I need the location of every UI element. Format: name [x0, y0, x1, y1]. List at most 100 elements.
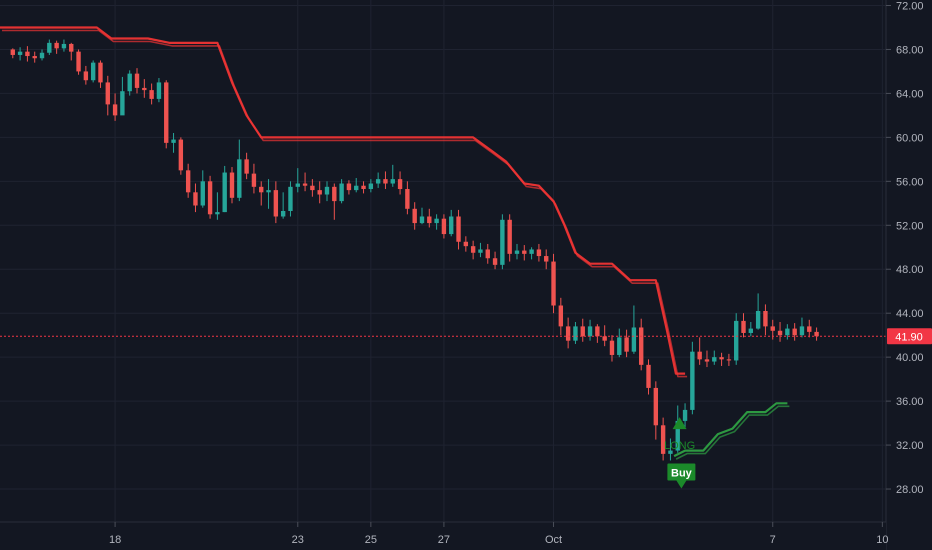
candle-body [25, 51, 30, 57]
candle-body [156, 82, 162, 99]
candle-body [639, 327, 644, 365]
candle-body [317, 190, 322, 195]
candle-body [544, 256, 549, 262]
candle-body [573, 326, 578, 341]
candle-body [587, 326, 593, 337]
long-arrow-icon [672, 417, 687, 430]
y-tick-label: 40.00 [896, 352, 924, 364]
last-price-badge: 41.90 [887, 328, 932, 345]
candle-body [470, 246, 476, 253]
y-tick-label: 52.00 [896, 220, 924, 232]
candle-body [529, 249, 534, 254]
candle-body [807, 326, 812, 332]
candle-body [105, 82, 110, 105]
candle-body [492, 258, 498, 265]
candle-body [799, 326, 805, 336]
signal-label-buy: Buy [671, 468, 693, 480]
trail-stop-short-line-band [2, 29, 688, 378]
x-tick-label: 25 [365, 534, 377, 546]
candle-body [164, 82, 169, 143]
candle-body [734, 320, 739, 361]
y-tick-label: 44.00 [896, 308, 924, 320]
candle-body [207, 181, 213, 215]
candle-body [142, 87, 147, 91]
candle-body [653, 387, 659, 426]
candle-body [200, 181, 205, 206]
candle-body [295, 183, 300, 187]
candle-body [412, 208, 417, 224]
candle-body [375, 179, 381, 184]
candle-body [646, 364, 651, 388]
candle-body [419, 216, 425, 224]
time-scale-background[interactable] [0, 522, 886, 550]
signals: LONG Buy [664, 417, 696, 489]
y-tick-label: 48.00 [896, 264, 924, 276]
candle-body [251, 173, 257, 187]
candle-body [339, 183, 344, 202]
candle-body [741, 320, 746, 333]
x-axis-ticks: 18 23 25 27 Oct 7 10 [109, 522, 888, 546]
candle-body [229, 172, 235, 198]
candle-body [259, 186, 264, 193]
candle-body [463, 241, 469, 247]
candle-body [61, 43, 67, 49]
candle-body [558, 305, 564, 327]
candle-body [288, 186, 293, 211]
candle-body [565, 326, 571, 341]
candle-body [354, 185, 359, 191]
candle-body [441, 218, 447, 235]
candle-body [697, 351, 702, 360]
buy-pointer-icon [676, 480, 687, 489]
candle-body [332, 186, 337, 202]
candle-body [609, 340, 615, 355]
candle-body [660, 425, 666, 454]
candle-body [368, 183, 374, 190]
candle-body [785, 328, 790, 336]
candle-body [478, 249, 483, 253]
candle-body [302, 183, 308, 186]
candle-body [149, 90, 154, 99]
candle-body [726, 359, 732, 361]
candle-body [434, 218, 439, 224]
buy-badge-bg [667, 463, 696, 481]
candle-body [792, 328, 797, 336]
candle-body [361, 185, 366, 190]
candle-body [668, 450, 673, 454]
y-tick-label: 32.00 [896, 440, 924, 452]
candle-body [185, 170, 191, 193]
candle-body [485, 249, 490, 259]
price-scale-background[interactable] [886, 0, 932, 550]
y-tick-label: 60.00 [896, 132, 924, 144]
y-axis-ticks: 72.00 68.00 64.00 60.00 56.00 52.00 48.00 44.00… [886, 0, 924, 496]
y-tick-label: 72.00 [896, 0, 924, 12]
candle-body [222, 172, 227, 213]
candle-body [90, 62, 96, 81]
candle-body [748, 328, 754, 333]
x-tick-label: 18 [109, 534, 121, 546]
candle-body [427, 216, 432, 224]
candle-body [215, 212, 220, 215]
y-tick-label: 64.00 [896, 88, 924, 100]
candle-body [522, 250, 527, 254]
x-tick-label: 23 [292, 534, 304, 546]
candle-body [390, 179, 395, 184]
candle-body [551, 261, 556, 306]
candle-body [178, 139, 184, 171]
candle-body [500, 219, 505, 265]
candle-body [675, 420, 680, 451]
candle-body [755, 311, 761, 329]
trail-stop-long-line [673, 402, 788, 458]
candle-body [449, 216, 454, 235]
candle-body [514, 250, 520, 254]
last-price-badge-bg [887, 328, 932, 345]
candle-body [595, 326, 600, 337]
trail-stop-long-line-band [675, 405, 790, 460]
candle-body [171, 139, 176, 143]
candle-body [507, 219, 512, 254]
candle-body [134, 73, 140, 88]
candle-body [39, 52, 45, 59]
x-tick-label: 7 [770, 534, 776, 546]
y-tick-label: 28.00 [896, 484, 924, 496]
candle-body [456, 216, 461, 242]
